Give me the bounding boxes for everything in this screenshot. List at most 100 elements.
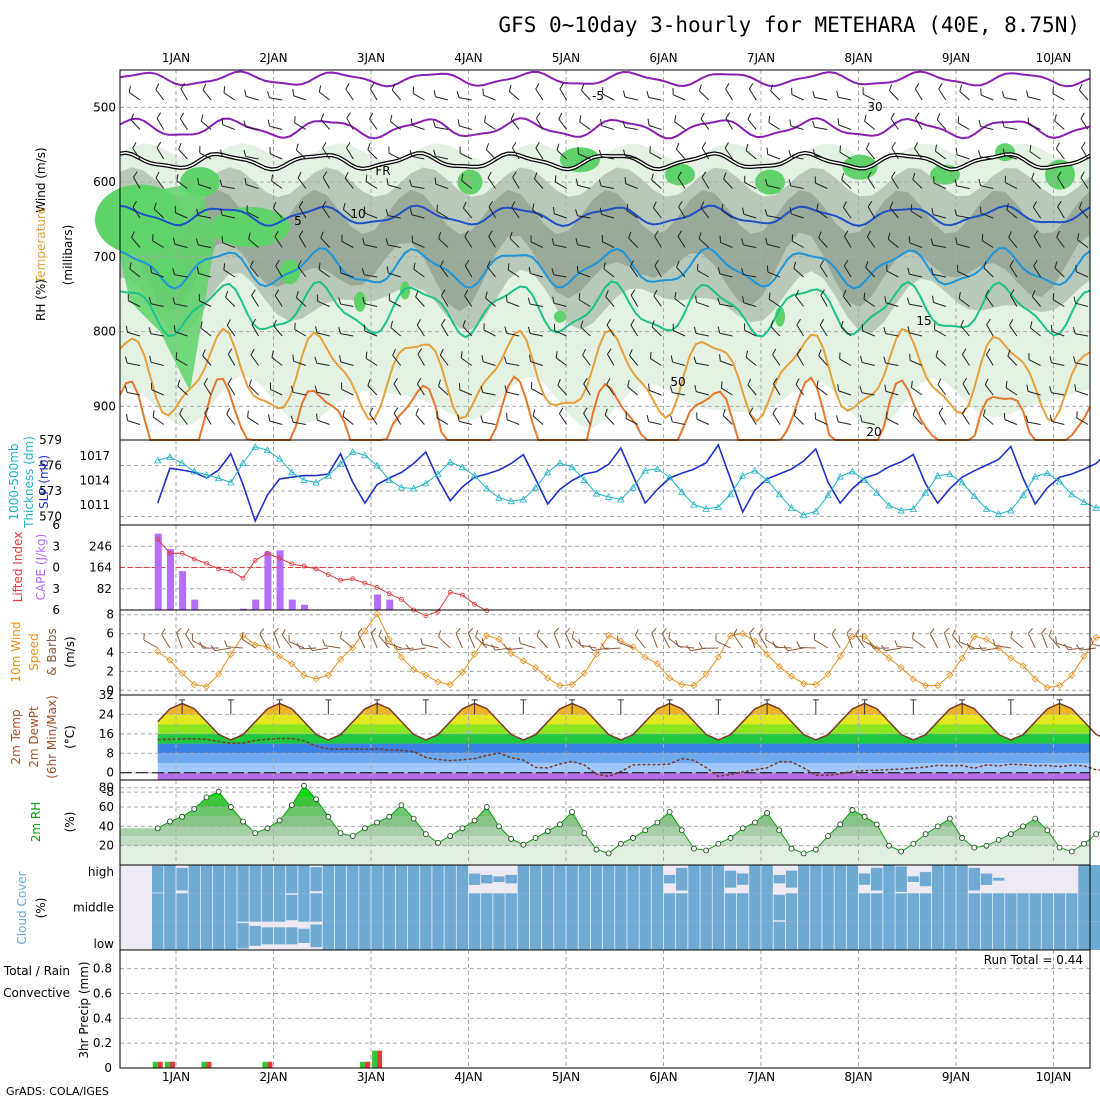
wind-speed-point	[629, 643, 637, 651]
wind-barb-shaft	[1006, 209, 1018, 219]
wind-barb-shaft	[1004, 419, 1018, 425]
wind-speed-point	[458, 668, 466, 676]
wind-barb-shaft	[1075, 390, 1089, 396]
wind-speed-point	[495, 635, 503, 643]
wind-barb-shaft	[1004, 154, 1018, 160]
temp-ytick: 24	[99, 707, 114, 721]
rh-point	[557, 821, 563, 828]
wind-barb	[841, 172, 852, 189]
wind-barb-10m-flag	[339, 631, 343, 638]
cloud-high-bar	[286, 865, 298, 894]
wind-barb-shaft	[297, 266, 307, 278]
wind-barb	[345, 83, 354, 101]
wind-barb	[836, 90, 852, 101]
wind-barb-flag	[768, 115, 771, 123]
wind-barb-shaft	[816, 386, 828, 396]
wind-barb-shaft	[696, 418, 710, 425]
thickness-point	[665, 473, 674, 481]
wind-barb-shaft	[460, 357, 473, 366]
thickness-point	[251, 442, 259, 450]
wind-barb-10m-shaft	[227, 646, 244, 649]
rh-point	[691, 845, 697, 852]
wind-barb-flag	[339, 355, 342, 363]
thickness-point	[154, 456, 162, 464]
wind-barb-10m-shaft	[1027, 633, 1036, 649]
cloud-low-bar	[883, 921, 895, 950]
wind-barb-flag	[126, 413, 129, 421]
wind-barb-shaft	[864, 120, 876, 130]
wind-barb-shaft	[793, 267, 804, 278]
rh-point	[630, 835, 636, 841]
wind-barb-shaft	[559, 88, 568, 101]
wind-barb-shaft	[294, 122, 307, 130]
wind-barb	[294, 116, 307, 130]
thickness-point	[653, 465, 662, 472]
wind-barb-shaft	[512, 147, 520, 160]
wind-barb	[226, 319, 236, 337]
wind-barb-10m	[339, 631, 354, 649]
precip-total-bar	[372, 1050, 378, 1068]
thickness-point	[982, 505, 991, 512]
wind-barb	[559, 82, 568, 101]
precip-convective-bar	[206, 1061, 212, 1068]
cloud-middle-bar	[1066, 893, 1078, 922]
wind-barb-10m-shaft	[1041, 632, 1048, 649]
wind-barb	[861, 324, 875, 337]
wind-barb-shaft	[956, 185, 970, 189]
wind-barb-flag	[983, 261, 987, 269]
wind-barb	[865, 261, 876, 278]
wind-speed-point	[678, 681, 686, 689]
wind-barb-shaft	[364, 244, 378, 248]
wind-barb-10m-shaft	[143, 639, 158, 649]
wind-barb	[507, 263, 520, 278]
wind-speed-point	[336, 655, 345, 663]
rh-band	[120, 797, 1090, 808]
wind-barb-flag	[388, 146, 390, 154]
wind-barb-shaft	[911, 387, 923, 396]
wind-barb-shaft	[439, 354, 449, 366]
wind-barb	[482, 88, 496, 101]
wind-barb-10m-flag	[733, 628, 738, 636]
wind-barb	[416, 378, 425, 396]
wind-barb-flag	[551, 238, 555, 245]
wind-barb-shaft	[865, 267, 876, 278]
wind-barb-shaft	[341, 388, 354, 396]
wind-barb-flag	[272, 201, 277, 209]
wind-barb-shaft	[202, 355, 212, 366]
wind-barb-flag	[244, 177, 247, 185]
wind-barb-10m-flag	[1090, 637, 1094, 645]
wind-barb	[251, 289, 259, 307]
lifted-index-point	[277, 555, 282, 561]
thickness-point	[531, 483, 540, 491]
wind-barb-10m-shaft	[1080, 647, 1097, 651]
wind-barb-10m-shaft	[943, 632, 951, 649]
wind-speed-point	[1092, 633, 1100, 641]
wind-barb-flag	[150, 383, 153, 390]
wind-barb-shaft	[980, 212, 994, 219]
wind-barb-flag	[464, 259, 470, 267]
wind-barb-10m-flag	[943, 627, 950, 634]
wind-barb-flag	[275, 259, 280, 267]
wind-barb-10m-flag	[296, 642, 301, 650]
wind-barb-shaft	[269, 420, 283, 425]
wind-barb-shaft	[889, 207, 899, 219]
cloud-low-bar	[785, 921, 798, 950]
wind-barb-shaft	[672, 361, 686, 366]
wind-barb	[938, 83, 947, 101]
wind-barb	[439, 260, 449, 278]
wind-barb	[770, 320, 781, 337]
rh-point	[703, 847, 710, 854]
wind-barb-10m-flag	[308, 644, 313, 651]
wind-barb-10m	[308, 644, 329, 652]
wind-barb	[818, 231, 828, 248]
wind-barb-flag	[553, 323, 556, 331]
wind-barb	[694, 384, 709, 396]
wind-barb	[747, 378, 757, 396]
wind-barb-shaft	[606, 383, 615, 396]
wind-barb	[912, 172, 923, 189]
wind-barb-flag	[724, 142, 729, 149]
rh-point	[203, 794, 210, 801]
wind-barb-shaft	[388, 184, 401, 189]
wind-barb-shaft	[177, 385, 188, 396]
wind-barb	[314, 356, 330, 366]
